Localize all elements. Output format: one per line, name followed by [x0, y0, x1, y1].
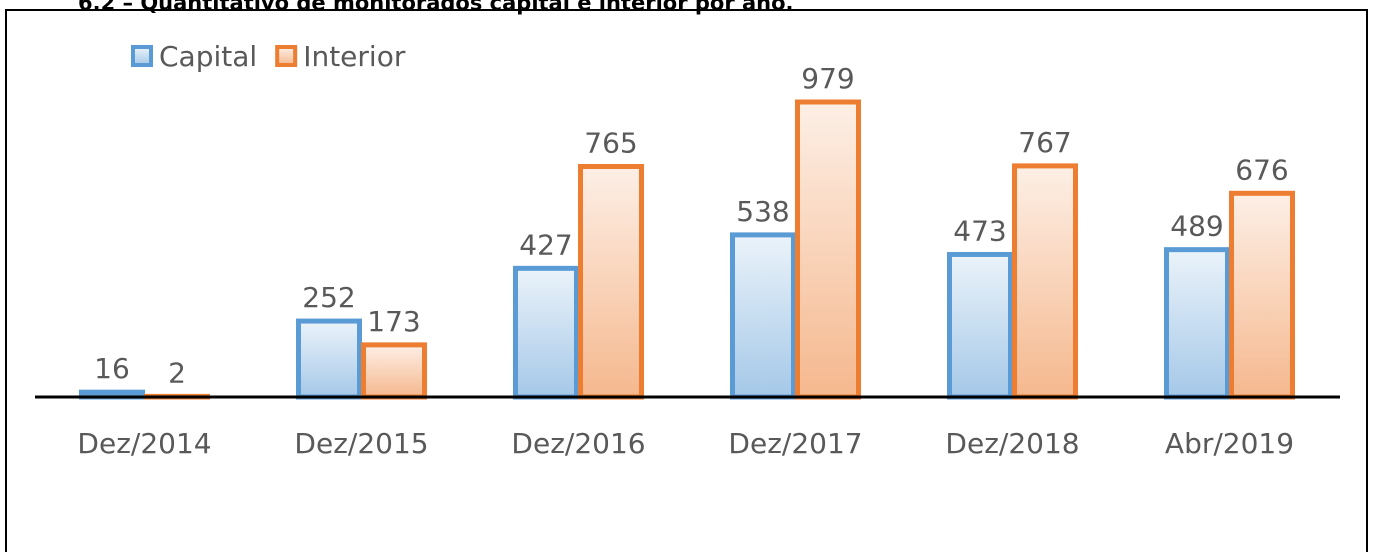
- x-tick-label: Dez/2017: [728, 427, 862, 460]
- bar: [795, 99, 861, 400]
- data-label: 473: [953, 214, 1006, 247]
- chart-title: 6.2 – Quantitativo de monitorados capita…: [78, 0, 794, 15]
- legend-label: Interior: [303, 40, 406, 73]
- bar: [578, 163, 644, 400]
- data-label: 173: [367, 305, 420, 338]
- chart-border: [5, 9, 1368, 552]
- bar: [1229, 190, 1295, 400]
- data-label: 767: [1018, 126, 1071, 159]
- data-label: 765: [584, 126, 637, 159]
- bar: [947, 251, 1013, 400]
- bar: [1012, 163, 1078, 400]
- data-label: 979: [801, 62, 854, 95]
- bar: [1164, 247, 1230, 400]
- bar: [513, 265, 579, 400]
- data-label: 427: [519, 228, 572, 261]
- data-label: 538: [736, 195, 789, 228]
- x-tick-label: Dez/2016: [511, 427, 645, 460]
- bar: [361, 342, 427, 400]
- legend-label: Capital: [159, 40, 257, 73]
- x-tick-label: Dez/2014: [77, 427, 211, 460]
- legend-swatch: [131, 45, 153, 67]
- legend-swatch: [275, 45, 298, 67]
- data-label: 16: [94, 352, 130, 385]
- bar: [730, 232, 796, 400]
- data-label: 252: [302, 281, 355, 314]
- data-label: 489: [1170, 210, 1223, 243]
- data-label: 2: [168, 356, 186, 389]
- x-tick-label: Dez/2018: [945, 427, 1079, 460]
- bar: [296, 318, 362, 400]
- x-tick-label: Dez/2015: [294, 427, 428, 460]
- x-tick-label: Abr/2019: [1165, 427, 1294, 460]
- data-label: 676: [1235, 153, 1288, 186]
